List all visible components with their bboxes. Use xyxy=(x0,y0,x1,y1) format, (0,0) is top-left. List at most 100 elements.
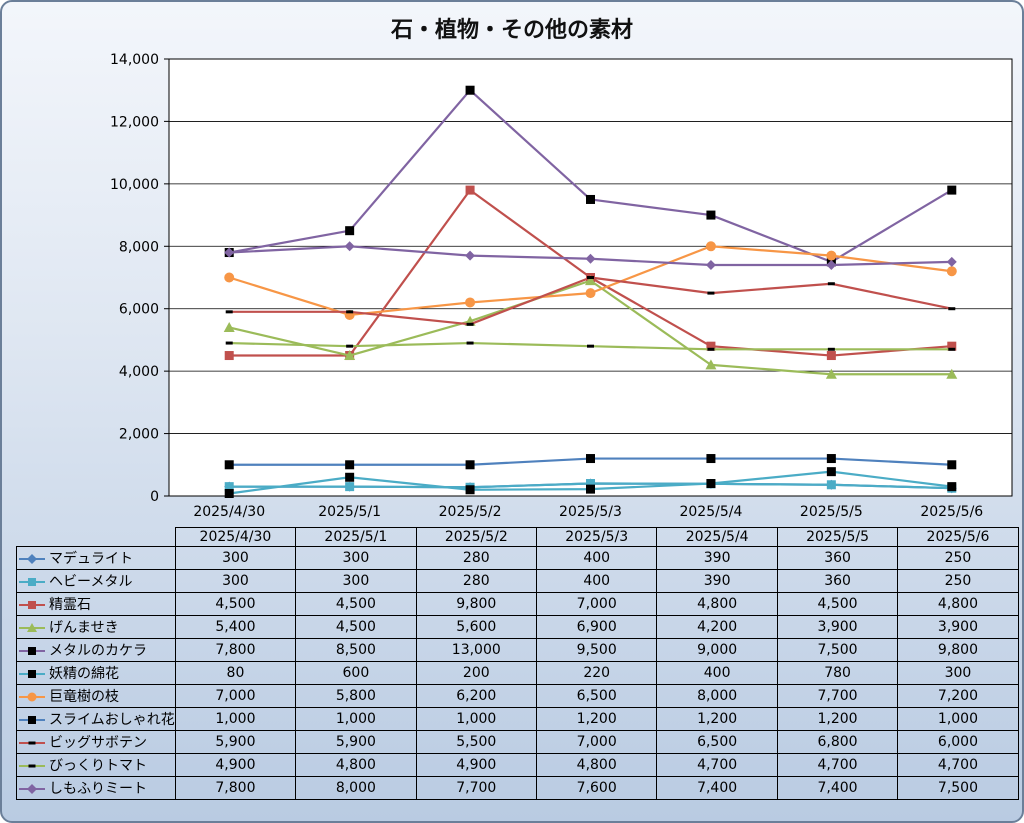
legend-key xyxy=(19,741,45,745)
data-point-s10-3 xyxy=(466,341,474,345)
table-cell: 9,800 xyxy=(897,638,1019,662)
table-header-cell: 2025/5/4 xyxy=(656,527,778,547)
legend-entry: しもふりミート xyxy=(16,776,176,800)
data-point-s2-4 xyxy=(586,479,595,489)
data-point-s5-7 xyxy=(947,185,957,195)
table-cell: 220 xyxy=(535,661,658,685)
table-row: びっくりトマト 4,900 4,800 4,900 4,800 4,700 4,700 4,7… xyxy=(16,753,1019,777)
table-cell: 400 xyxy=(535,569,658,593)
table-cell: 280 xyxy=(415,569,538,593)
legend-entry: ビッグサボテン xyxy=(16,730,176,754)
table-header-cell: 2025/5/6 xyxy=(897,527,1019,547)
data-point-s10-1 xyxy=(225,341,233,345)
table-cell: 4,800 xyxy=(535,753,658,777)
y-tick-label: 6,000 xyxy=(119,302,159,318)
table-cell: 300 xyxy=(174,569,297,593)
y-tick-label: 10,000 xyxy=(110,177,159,193)
y-tick-label: 14,000 xyxy=(110,52,159,68)
data-point-s9-7 xyxy=(948,307,956,311)
table-cell: 4,900 xyxy=(415,753,538,777)
data-table: 2025/4/30 2025/5/1 2025/5/2 2025/5/3 2025/5/… xyxy=(16,527,1019,800)
table-cell: 4,500 xyxy=(174,592,297,616)
data-point-s10-5 xyxy=(707,347,715,351)
table-cell: 280 xyxy=(415,546,538,570)
data-point-s2-1 xyxy=(224,482,234,492)
legend-key xyxy=(19,601,45,609)
table-cell: 7,500 xyxy=(776,638,899,662)
table-cell: 400 xyxy=(535,546,658,570)
table-cell: 5,600 xyxy=(415,615,538,639)
legend-entry: 精霊石 xyxy=(16,592,176,616)
data-point-s10-4 xyxy=(587,344,594,348)
data-point-s6-2 xyxy=(345,472,355,482)
y-tick-label: 12,000 xyxy=(110,114,159,130)
table-cell: 7,700 xyxy=(415,776,538,800)
data-point-s9-6 xyxy=(827,282,835,286)
table-cell: 4,500 xyxy=(776,592,899,616)
table-cell: 7,000 xyxy=(535,730,658,754)
table-cell: 9,500 xyxy=(535,638,658,662)
data-point-s11-7 xyxy=(946,256,957,267)
data-point-s2-2 xyxy=(345,482,355,492)
legend-key xyxy=(19,692,45,702)
table-cell: 4,700 xyxy=(656,753,778,777)
data-point-s5-5 xyxy=(706,210,716,220)
legend-key xyxy=(19,716,45,724)
legend-key xyxy=(19,670,45,678)
legend-entry: メタルのカケラ xyxy=(16,638,176,662)
legend-entry: げんませき xyxy=(16,615,176,639)
table-cell: 4,500 xyxy=(295,592,417,616)
table-cell: 5,400 xyxy=(174,615,297,639)
legend-key xyxy=(19,578,45,586)
legend-label: 巨竜樹の枝 xyxy=(49,689,119,705)
data-point-s7-7 xyxy=(946,266,957,277)
data-point-s6-6 xyxy=(826,467,836,477)
x-tick-label: 2025/5/5 xyxy=(800,504,863,520)
data-point-s10-6 xyxy=(827,347,835,351)
data-point-s3-3 xyxy=(465,185,475,195)
table-cell: 1,000 xyxy=(415,707,538,731)
data-point-s5-3 xyxy=(465,85,475,95)
table-cell: 8,000 xyxy=(295,776,417,800)
data-point-s8-1 xyxy=(224,460,234,470)
legend-label: ビッグサボテン xyxy=(49,735,147,751)
table-cell: 5,900 xyxy=(295,730,417,754)
data-point-s3-5 xyxy=(706,341,716,351)
table-cell: 300 xyxy=(295,546,417,570)
data-point-s11-2 xyxy=(344,241,355,252)
table-row: ヘビーメタル 300 300 280 400 390 360 250 xyxy=(16,569,1019,593)
legend-key xyxy=(19,554,45,564)
table-header-cell: 2025/5/2 xyxy=(415,527,538,547)
table-cell: 6,900 xyxy=(535,615,658,639)
table-cell: 1,200 xyxy=(656,707,778,731)
table-cell: 6,000 xyxy=(897,730,1019,754)
data-point-s7-4 xyxy=(585,288,596,299)
data-point-s10-2 xyxy=(346,344,354,348)
legend-entry: スライムおしゃれ花 xyxy=(16,707,176,731)
y-tick-label: 0 xyxy=(150,489,159,505)
table-cell: 5,500 xyxy=(415,730,538,754)
data-point-s7-5 xyxy=(705,241,716,252)
data-point-s5-2 xyxy=(345,226,355,236)
legend-entry: マデュライト xyxy=(16,546,176,570)
table-cell: 300 xyxy=(174,546,297,570)
table-corner xyxy=(17,528,176,547)
legend-entry: ヘビーメタル xyxy=(16,569,176,593)
table-cell: 4,700 xyxy=(776,753,899,777)
data-point-s8-5 xyxy=(706,454,716,464)
table-header-row: 2025/4/30 2025/5/1 2025/5/2 2025/5/3 2025/5/… xyxy=(17,527,1019,547)
table-cell: 390 xyxy=(656,546,778,570)
data-point-s5-4 xyxy=(586,194,595,204)
table-cell: 7,500 xyxy=(897,776,1019,800)
data-point-s4-2 xyxy=(344,350,356,361)
table-cell: 4,500 xyxy=(295,615,417,639)
y-tick-label: 8,000 xyxy=(119,239,159,255)
legend-label: マデュライト xyxy=(49,551,133,567)
data-point-s11-5 xyxy=(705,260,716,271)
x-tick-label: 2025/5/2 xyxy=(439,504,502,520)
table-cell: 13,000 xyxy=(415,638,538,662)
x-tick-label: 2025/5/4 xyxy=(679,504,742,520)
table-cell: 1,000 xyxy=(295,707,417,731)
table-row: メタルのカケラ 7,800 8,500 13,000 9,500 9,000 7,500 9,… xyxy=(16,638,1019,662)
